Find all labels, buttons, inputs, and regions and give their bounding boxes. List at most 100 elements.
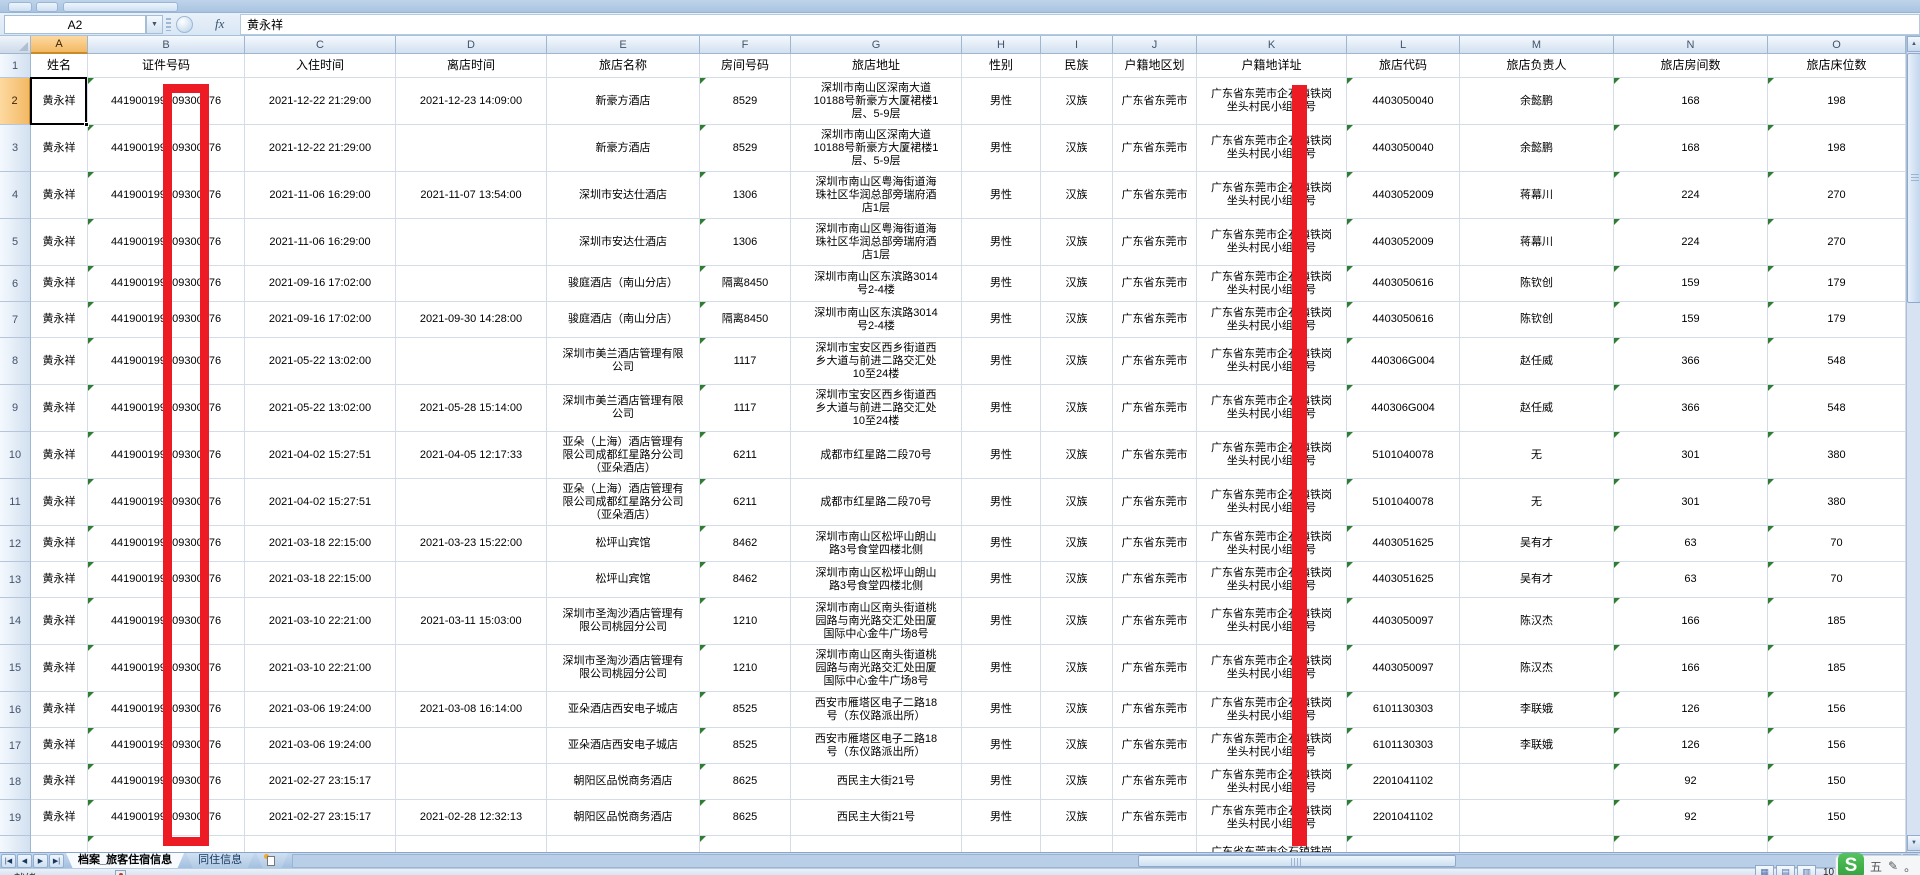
cell-G16[interactable]: 西安市雁塔区电子二路18 号（东仪路派出所） bbox=[791, 692, 962, 728]
cell-C9[interactable]: 2021-05-22 13:02:00 bbox=[245, 385, 396, 432]
cell-F5[interactable]: 1306 bbox=[700, 219, 791, 266]
cell-J18[interactable]: 广东省东莞市 bbox=[1113, 764, 1197, 800]
vertical-scrollbar[interactable]: ▲ ▼ bbox=[1906, 36, 1920, 852]
cell-F7[interactable]: 隔离8450 bbox=[700, 302, 791, 338]
sogou-ime-logo[interactable]: S bbox=[1838, 853, 1864, 875]
cell-H19[interactable]: 男性 bbox=[962, 800, 1041, 836]
cell-N20[interactable]: 101 bbox=[1614, 836, 1768, 852]
cell-G19[interactable]: 西民主大街21号 bbox=[791, 800, 962, 836]
cell-D5[interactable] bbox=[396, 219, 547, 266]
cell-F6[interactable]: 隔离8450 bbox=[700, 266, 791, 302]
cell-O1[interactable]: 旅店床位数 bbox=[1768, 54, 1906, 78]
cell-M17[interactable]: 李联娥 bbox=[1460, 728, 1614, 764]
cell-M18[interactable] bbox=[1460, 764, 1614, 800]
row-header-3[interactable]: 3 bbox=[0, 125, 31, 172]
cell-O11[interactable]: 380 bbox=[1768, 479, 1906, 526]
cell-O17[interactable]: 156 bbox=[1768, 728, 1906, 764]
cell-J11[interactable]: 广东省东莞市 bbox=[1113, 479, 1197, 526]
quick-access-button[interactable] bbox=[8, 2, 32, 12]
cell-K4[interactable]: 广东省东莞市企石镇铁岗 坐头村民小组10号 bbox=[1197, 172, 1347, 219]
cell-H3[interactable]: 男性 bbox=[962, 125, 1041, 172]
cell-O14[interactable]: 185 bbox=[1768, 598, 1906, 645]
cell-A14[interactable]: 黄永祥 bbox=[31, 598, 88, 645]
cell-E7[interactable]: 骏庭酒店（南山分店） bbox=[547, 302, 700, 338]
cell-M15[interactable]: 陈汉杰 bbox=[1460, 645, 1614, 692]
cell-K9[interactable]: 广东省东莞市企石镇铁岗 坐头村民小组10号 bbox=[1197, 385, 1347, 432]
cell-G8[interactable]: 深圳市宝安区西乡街道西 乡大道与前进二路交汇处 10至24楼 bbox=[791, 338, 962, 385]
cell-L5[interactable]: 4403052009 bbox=[1347, 219, 1460, 266]
cell-D20[interactable] bbox=[396, 836, 547, 852]
ime-punctuation-icon[interactable]: 。 bbox=[1904, 859, 1917, 874]
row-header-12[interactable]: 12 bbox=[0, 526, 31, 562]
cell-H2[interactable]: 男性 bbox=[962, 78, 1041, 125]
fill-handle[interactable] bbox=[84, 122, 89, 127]
insert-function-button[interactable] bbox=[176, 16, 193, 33]
col-header-K[interactable]: K bbox=[1197, 36, 1347, 54]
row-header-18[interactable]: 18 bbox=[0, 764, 31, 800]
cell-N18[interactable]: 92 bbox=[1614, 764, 1768, 800]
horizontal-scrollbar[interactable] bbox=[292, 854, 1901, 868]
cell-I20[interactable]: 汉族 bbox=[1041, 836, 1113, 852]
cell-H6[interactable]: 男性 bbox=[962, 266, 1041, 302]
cell-J15[interactable]: 广东省东莞市 bbox=[1113, 645, 1197, 692]
cell-K3[interactable]: 广东省东莞市企石镇铁岗 坐头村民小组10号 bbox=[1197, 125, 1347, 172]
cell-J9[interactable]: 广东省东莞市 bbox=[1113, 385, 1197, 432]
cell-A5[interactable]: 黄永祥 bbox=[31, 219, 88, 266]
cell-F18[interactable]: 8625 bbox=[700, 764, 791, 800]
row-header-9[interactable]: 9 bbox=[0, 385, 31, 432]
cell-J17[interactable]: 广东省东莞市 bbox=[1113, 728, 1197, 764]
cell-G3[interactable]: 深圳市南山区深南大道 10188号新豪方大厦裙楼1 层、5-9层 bbox=[791, 125, 962, 172]
name-box[interactable]: A2 bbox=[4, 15, 146, 34]
row-header-4[interactable]: 4 bbox=[0, 172, 31, 219]
cell-C12[interactable]: 2021-03-18 22:15:00 bbox=[245, 526, 396, 562]
cell-K6[interactable]: 广东省东莞市企石镇铁岗 坐头村民小组10号 bbox=[1197, 266, 1347, 302]
page-layout-view-button[interactable]: ▤ bbox=[1776, 865, 1795, 875]
cell-F4[interactable]: 1306 bbox=[700, 172, 791, 219]
cell-E18[interactable]: 朝阳区品悦商务酒店 bbox=[547, 764, 700, 800]
cell-D1[interactable]: 离店时间 bbox=[396, 54, 547, 78]
cell-D17[interactable] bbox=[396, 728, 547, 764]
cell-I8[interactable]: 汉族 bbox=[1041, 338, 1113, 385]
cell-J6[interactable]: 广东省东莞市 bbox=[1113, 266, 1197, 302]
cell-K11[interactable]: 广东省东莞市企石镇铁岗 坐头村民小组10号 bbox=[1197, 479, 1347, 526]
cell-M19[interactable] bbox=[1460, 800, 1614, 836]
cell-I10[interactable]: 汉族 bbox=[1041, 432, 1113, 479]
sheet-tab-active[interactable]: 档案_旅客住宿信息 bbox=[66, 853, 184, 869]
cell-G4[interactable]: 深圳市南山区粤海街道海 珠社区华润总部旁瑞府酒 店1层 bbox=[791, 172, 962, 219]
cell-L2[interactable]: 4403050040 bbox=[1347, 78, 1460, 125]
cell-D4[interactable]: 2021-11-07 13:54:00 bbox=[396, 172, 547, 219]
next-sheet-button[interactable]: ▶ bbox=[33, 854, 48, 868]
cell-E14[interactable]: 深圳市圣淘沙酒店管理有 限公司桃园分公司 bbox=[547, 598, 700, 645]
cell-F19[interactable]: 8625 bbox=[700, 800, 791, 836]
cell-I11[interactable]: 汉族 bbox=[1041, 479, 1113, 526]
cell-N1[interactable]: 旅店房间数 bbox=[1614, 54, 1768, 78]
ime-wubi-icon[interactable]: 五 bbox=[1870, 859, 1883, 874]
cell-M2[interactable]: 余懿鹏 bbox=[1460, 78, 1614, 125]
cell-K1[interactable]: 户籍地详址 bbox=[1197, 54, 1347, 78]
cell-N9[interactable]: 366 bbox=[1614, 385, 1768, 432]
cell-H20[interactable]: 男性 bbox=[962, 836, 1041, 852]
cell-E16[interactable]: 亚朵酒店西安电子城店 bbox=[547, 692, 700, 728]
cell-A11[interactable]: 黄永祥 bbox=[31, 479, 88, 526]
cell-H13[interactable]: 男性 bbox=[962, 562, 1041, 598]
cell-C19[interactable]: 2021-02-27 23:15:17 bbox=[245, 800, 396, 836]
cell-G12[interactable]: 深圳市南山区松坪山朗山 路3号食堂四楼北侧 bbox=[791, 526, 962, 562]
cell-D11[interactable] bbox=[396, 479, 547, 526]
cell-D12[interactable]: 2021-03-23 15:22:00 bbox=[396, 526, 547, 562]
cell-M11[interactable]: 无 bbox=[1460, 479, 1614, 526]
cell-H18[interactable]: 男性 bbox=[962, 764, 1041, 800]
cell-L7[interactable]: 4403050616 bbox=[1347, 302, 1460, 338]
cell-L19[interactable]: 2201041102 bbox=[1347, 800, 1460, 836]
cell-H5[interactable]: 男性 bbox=[962, 219, 1041, 266]
cell-N14[interactable]: 166 bbox=[1614, 598, 1768, 645]
cell-K20[interactable]: 广东省东莞市企石镇铁岗 坐头村民小组10号 bbox=[1197, 836, 1347, 852]
cell-E12[interactable]: 松坪山宾馆 bbox=[547, 526, 700, 562]
cell-M8[interactable]: 赵任威 bbox=[1460, 338, 1614, 385]
cell-F14[interactable]: 1210 bbox=[700, 598, 791, 645]
cell-L1[interactable]: 旅店代码 bbox=[1347, 54, 1460, 78]
cell-H9[interactable]: 男性 bbox=[962, 385, 1041, 432]
col-header-D[interactable]: D bbox=[396, 36, 547, 54]
cell-D3[interactable] bbox=[396, 125, 547, 172]
cell-I16[interactable]: 汉族 bbox=[1041, 692, 1113, 728]
cell-L3[interactable]: 4403050040 bbox=[1347, 125, 1460, 172]
